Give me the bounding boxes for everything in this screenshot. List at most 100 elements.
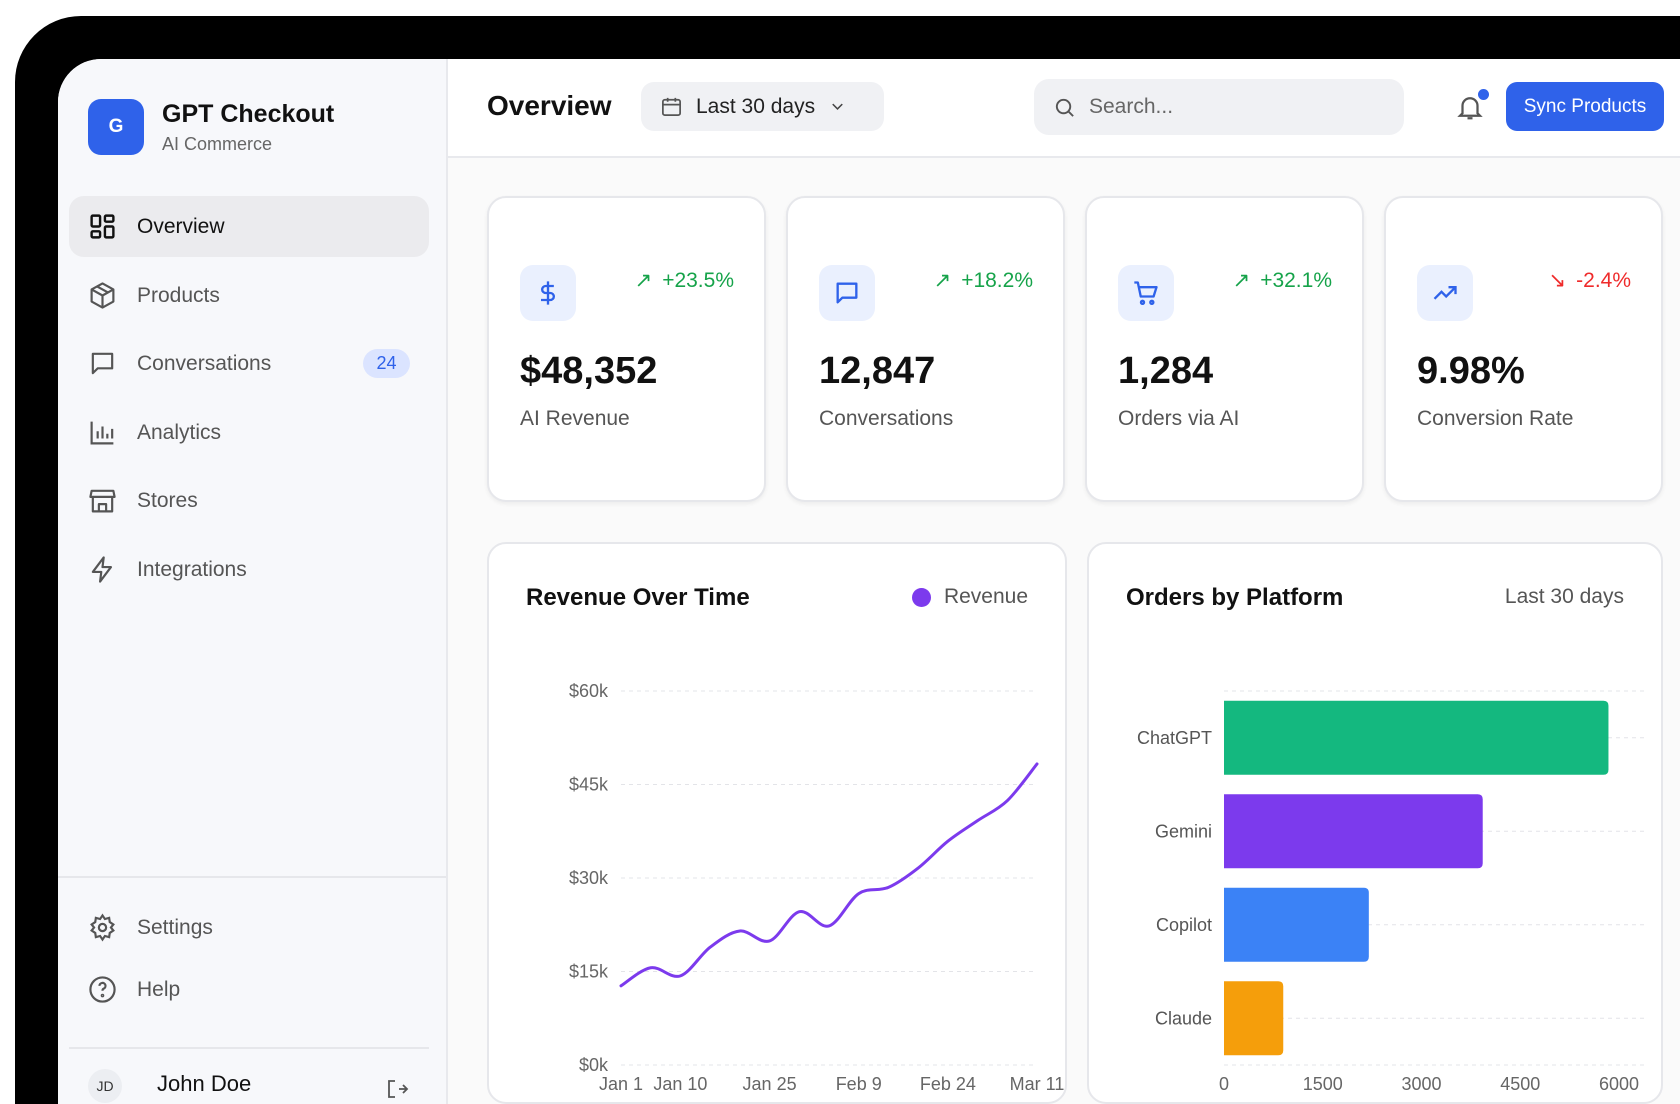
sidebar-item-settings[interactable]: Settings <box>69 897 429 958</box>
sidebar-item-help[interactable]: Help <box>69 959 429 1020</box>
sidebar-item-integrations[interactable]: Integrations <box>69 539 429 600</box>
app-screen: G GPT Checkout AI Commerce Overview Prod… <box>58 59 1680 1104</box>
bar-copilot <box>1224 887 1369 962</box>
brand-name: GPT Checkout <box>162 100 335 128</box>
x-tick-label: Jan 25 <box>743 1074 797 1094</box>
gear-icon <box>90 913 115 942</box>
sidebar-item-conversations[interactable]: Conversations 24 <box>69 333 429 394</box>
y-tick-label: $45k <box>569 775 609 795</box>
conversations-count-badge: 24 <box>363 349 410 378</box>
y-tick-label: $30k <box>569 868 609 888</box>
x-tick-label: Feb 24 <box>920 1074 976 1094</box>
arrow-up-right-icon: ↗ <box>933 269 952 292</box>
orders-chart-card: Orders by Platform Last 30 days ChatGPT G… <box>1087 542 1663 1104</box>
sync-products-button[interactable]: Sync Products <box>1506 82 1664 131</box>
bar-chatgpt <box>1224 700 1609 775</box>
user-avatar[interactable]: JD <box>88 1069 122 1103</box>
page-title: Overview <box>487 90 612 121</box>
bar-claude <box>1224 981 1284 1056</box>
kpi-card-conversion: ↘ -2.4% 9.98% Conversion Rate <box>1384 196 1663 502</box>
chart-title: Orders by Platform <box>1126 584 1344 611</box>
x-tick-label: 3000 <box>1401 1074 1441 1094</box>
kpi-label: Conversion Rate <box>1417 407 1574 430</box>
sidebar-item-label: Settings <box>137 915 213 939</box>
revenue-chart-card: Revenue Over Time Revenue $0k $15k $30k $45… <box>487 542 1067 1104</box>
logout-icon[interactable] <box>385 1077 409 1101</box>
help-circle-icon <box>89 976 116 1003</box>
sidebar-item-analytics[interactable]: Analytics <box>69 402 429 463</box>
package-icon <box>90 282 115 309</box>
sidebar-item-label: Analytics <box>137 420 222 444</box>
kpi-card-conversations: ↗ +18.2% 12,847 Conversations <box>786 196 1065 502</box>
search-placeholder: Search... <box>1089 95 1174 118</box>
kpi-label: Conversations <box>819 407 954 430</box>
x-tick-label: Feb 9 <box>836 1074 882 1094</box>
date-range-value: Last 30 days <box>696 94 816 118</box>
sidebar-item-label: Overview <box>137 214 225 238</box>
kpi-value: 9.98% <box>1417 350 1525 392</box>
kpi-change: ↗ +23.5% <box>634 268 734 293</box>
x-tick-label: 6000 <box>1599 1074 1639 1094</box>
bar-gemini <box>1224 794 1483 869</box>
kpi-label: Orders via AI <box>1118 407 1240 430</box>
sidebar-divider <box>69 1047 429 1049</box>
search-icon <box>1055 98 1074 117</box>
kpi-change: ↗ +18.2% <box>933 268 1033 293</box>
notification-dot <box>1478 89 1489 100</box>
user-name: John Doe <box>157 1071 252 1096</box>
chart-title: Revenue Over Time <box>526 584 750 611</box>
sidebar-item-label: Help <box>137 977 181 1001</box>
y-category-label: ChatGPT <box>1137 728 1212 748</box>
arrow-down-right-icon: ↘ <box>1548 269 1567 292</box>
sidebar-item-overview[interactable]: Overview <box>69 196 429 257</box>
x-tick-label: Mar 11 <box>1010 1074 1065 1094</box>
sidebar-item-label: Stores <box>137 488 198 512</box>
trending-up-icon <box>1417 265 1473 321</box>
sidebar-item-stores[interactable]: Stores <box>69 470 429 531</box>
message-icon <box>819 265 875 321</box>
revenue-line <box>619 762 1039 988</box>
calendar-icon <box>662 97 681 116</box>
brand-subtitle: AI Commerce <box>162 134 273 154</box>
bar-chart-icon <box>90 421 114 445</box>
lightning-icon <box>91 556 113 583</box>
search-input[interactable]: Search... <box>1034 79 1404 135</box>
kpi-card-orders: ↗ +32.1% 1,284 Orders via AI <box>1085 196 1364 502</box>
x-tick-label: 4500 <box>1500 1074 1540 1094</box>
sidebar-item-products[interactable]: Products <box>69 265 429 326</box>
kpi-value: 12,847 <box>819 350 936 392</box>
orders-bar-chart: ChatGPT Gemini Copilot Claude 0 1500 3000 4500 6… <box>1137 690 1645 1094</box>
grid-icon <box>90 214 115 239</box>
legend-swatch <box>911 587 931 607</box>
x-tick-label: Jan 1 <box>599 1074 643 1094</box>
dollar-icon <box>520 265 576 321</box>
y-category-label: Gemini <box>1155 821 1212 841</box>
sidebar-item-label: Products <box>137 283 220 307</box>
kpi-change: ↘ -2.4% <box>1548 268 1631 293</box>
sidebar-item-label: Integrations <box>137 557 247 581</box>
kpi-card-revenue: ↗ +23.5% $48,352 AI Revenue <box>487 196 766 502</box>
sidebar: G GPT Checkout AI Commerce Overview Prod… <box>58 59 448 1104</box>
kpi-value: $48,352 <box>520 350 658 392</box>
arrow-up-right-icon: ↗ <box>634 269 653 292</box>
revenue-line-chart: $0k $15k $30k $45k $60k Jan 1 Jan 10 Jan 25 Feb … <box>569 681 1065 1094</box>
brand-logo: G <box>88 99 144 155</box>
kpi-change: ↗ +32.1% <box>1232 268 1332 293</box>
arrow-up-right-icon: ↗ <box>1232 269 1251 292</box>
y-tick-label: $60k <box>569 681 609 701</box>
y-category-label: Copilot <box>1156 915 1212 935</box>
bell-icon[interactable] <box>1455 91 1485 123</box>
kpi-value: 1,284 <box>1118 350 1214 392</box>
y-tick-label: $15k <box>569 962 609 982</box>
date-range-dropdown[interactable]: Last 30 days <box>641 82 884 131</box>
legend-label: Revenue <box>943 585 1028 608</box>
x-tick-label: 1500 <box>1303 1074 1343 1094</box>
message-icon <box>91 352 114 375</box>
x-tick-label: Jan 10 <box>653 1074 707 1094</box>
cart-icon <box>1118 265 1174 321</box>
top-header: Overview Last 30 days Search... Sync Pro… <box>448 59 1680 158</box>
sidebar-divider <box>58 876 446 878</box>
chart-legend: Revenue <box>911 585 1028 609</box>
kpi-label: AI Revenue <box>520 407 630 430</box>
y-tick-label: $0k <box>579 1055 609 1075</box>
